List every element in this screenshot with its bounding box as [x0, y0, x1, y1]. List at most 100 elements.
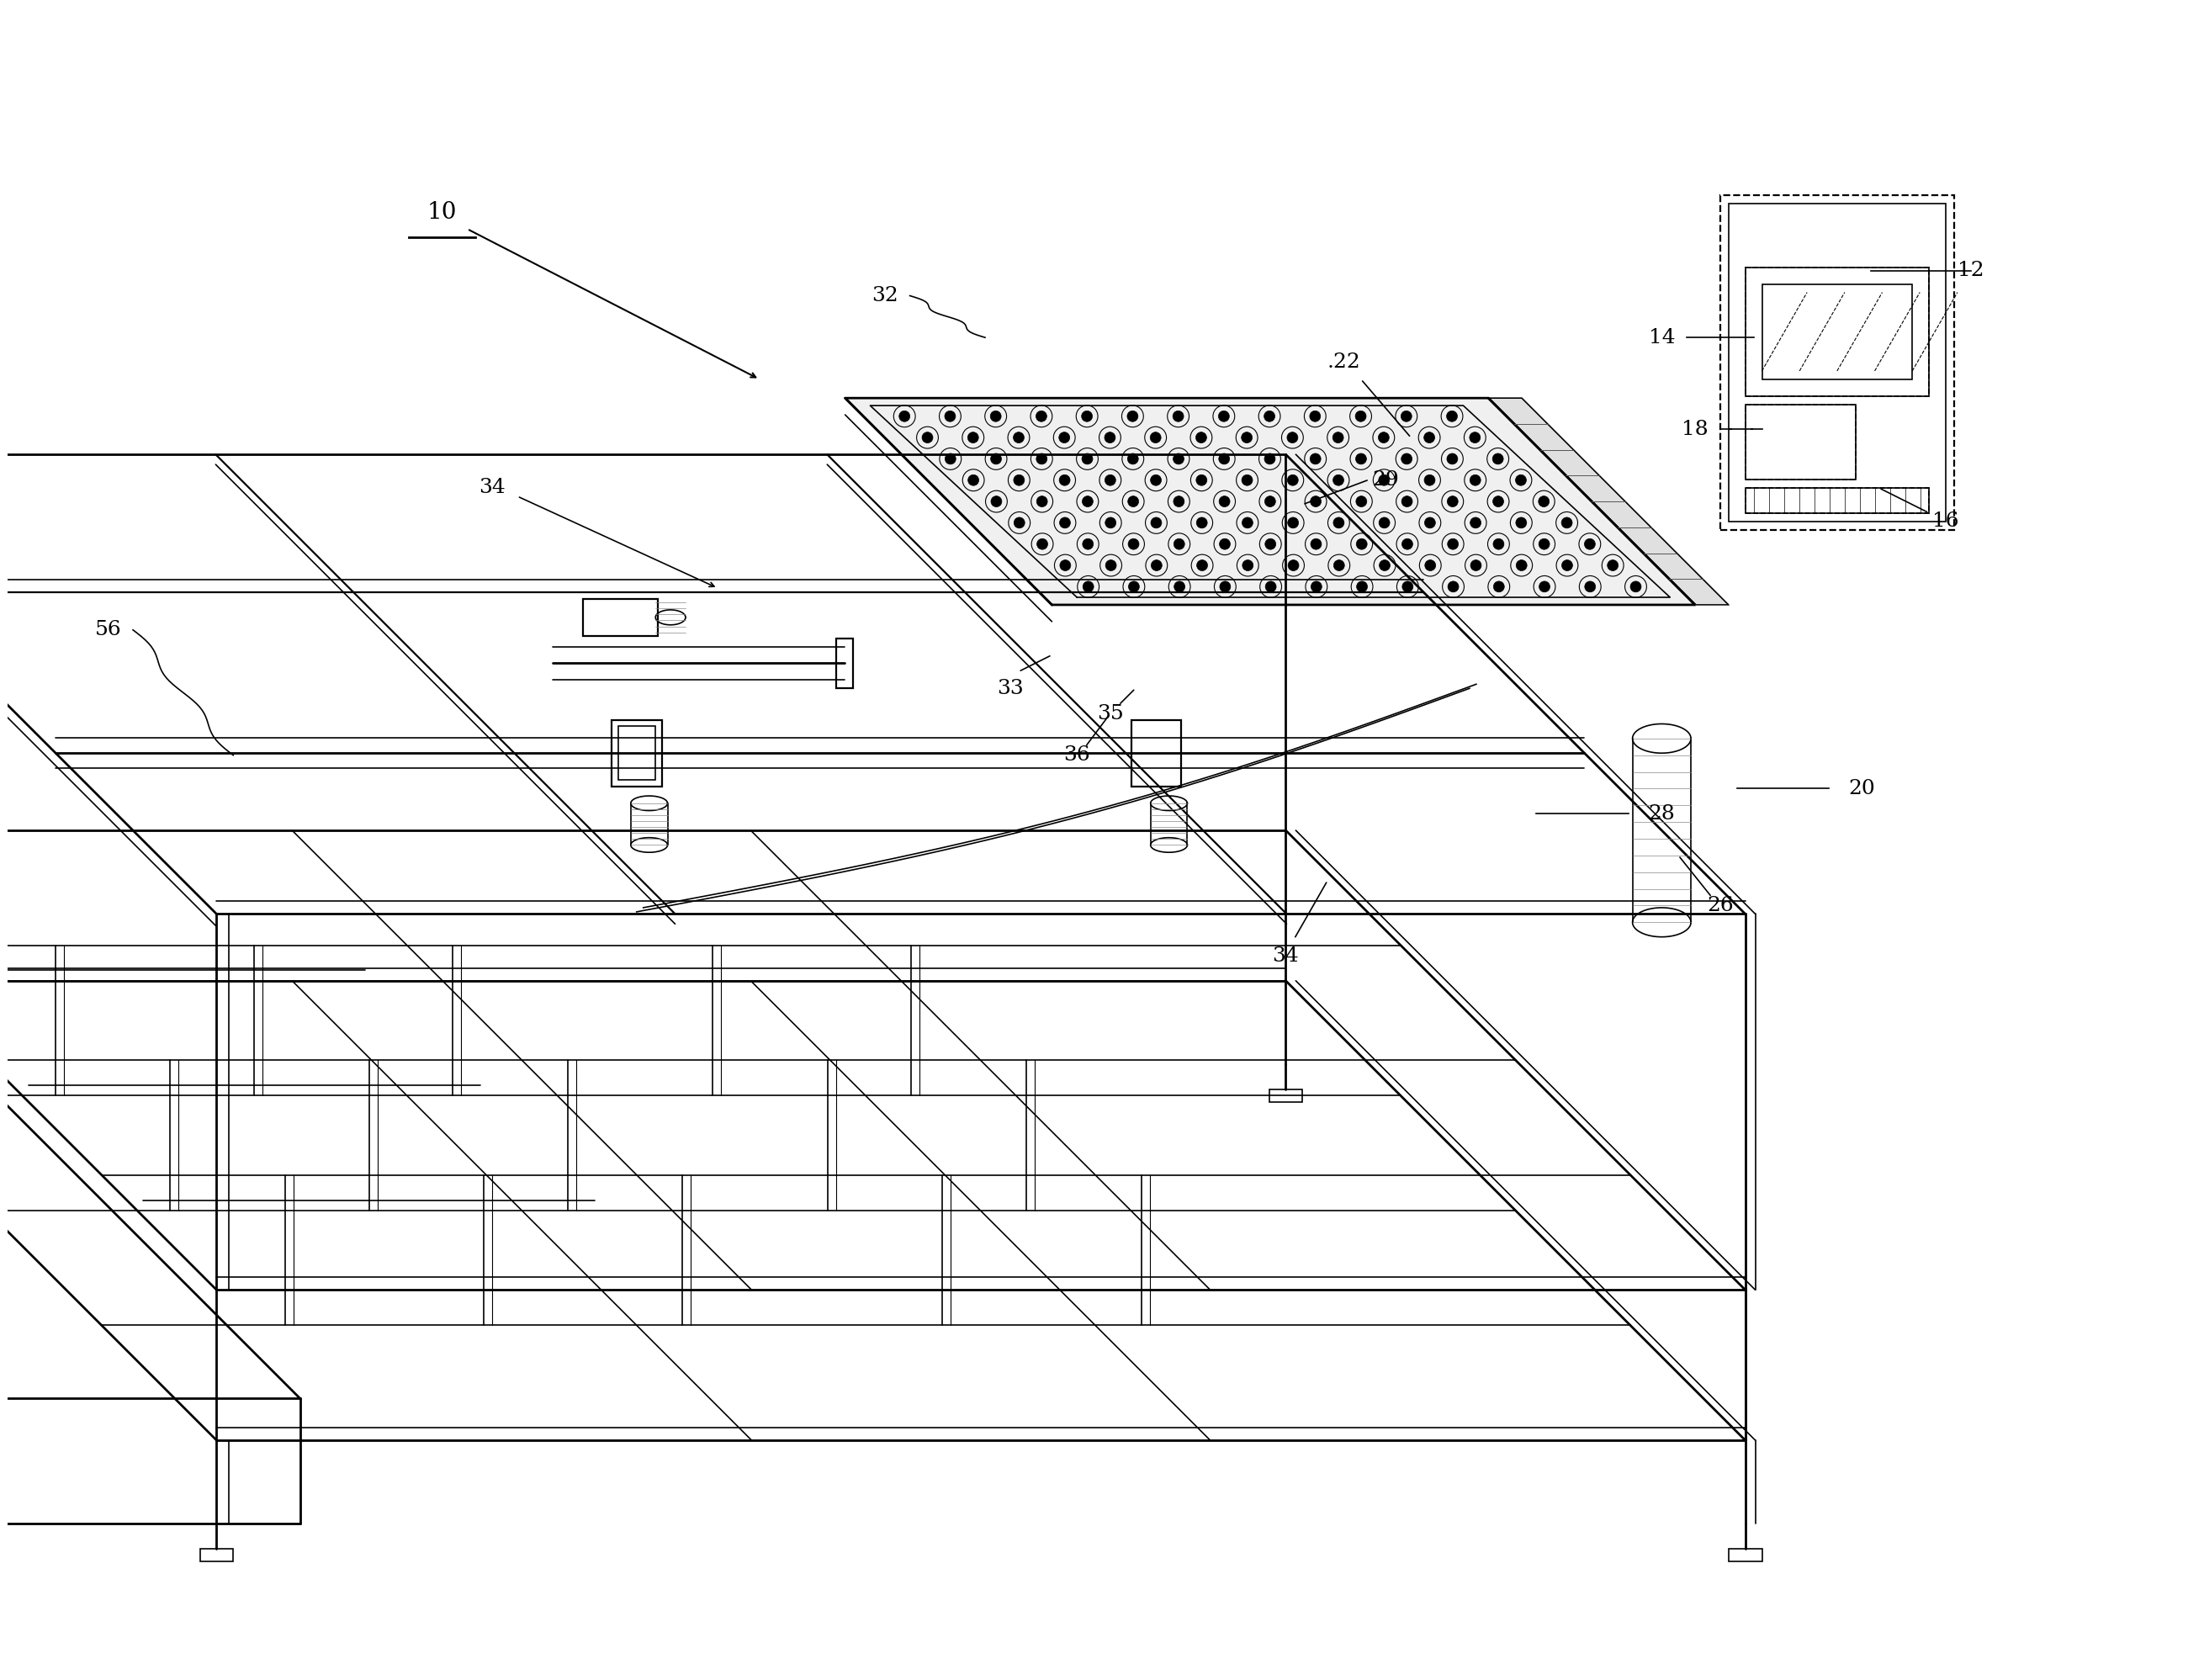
Text: 35: 35: [1098, 704, 1124, 722]
Circle shape: [1538, 496, 1549, 507]
Circle shape: [1126, 412, 1137, 422]
Circle shape: [1060, 559, 1071, 571]
Circle shape: [1448, 539, 1459, 549]
Bar: [835, 638, 853, 689]
Circle shape: [1150, 475, 1162, 486]
Circle shape: [990, 454, 1001, 464]
Circle shape: [1446, 454, 1457, 464]
Circle shape: [1378, 432, 1389, 444]
Circle shape: [1607, 559, 1618, 571]
Circle shape: [1128, 496, 1139, 507]
Circle shape: [1470, 432, 1481, 444]
Circle shape: [1333, 517, 1344, 528]
Circle shape: [1309, 454, 1320, 464]
Circle shape: [1243, 517, 1252, 528]
Circle shape: [1104, 432, 1115, 444]
Circle shape: [1150, 517, 1162, 528]
Circle shape: [1150, 432, 1162, 444]
Circle shape: [1333, 475, 1344, 486]
Circle shape: [1494, 581, 1505, 591]
Circle shape: [1287, 475, 1298, 486]
Bar: [1728, 203, 1946, 521]
Bar: [1728, 1549, 1761, 1561]
Circle shape: [1333, 432, 1344, 444]
Circle shape: [1538, 581, 1549, 591]
Circle shape: [1219, 412, 1230, 422]
Circle shape: [1424, 475, 1435, 486]
Circle shape: [1448, 581, 1459, 591]
Circle shape: [1104, 475, 1115, 486]
Circle shape: [1424, 432, 1435, 444]
Text: 36: 36: [1065, 746, 1091, 764]
Bar: [1746, 405, 1856, 479]
Circle shape: [1060, 475, 1071, 486]
Circle shape: [1309, 412, 1320, 422]
Bar: [1270, 1089, 1303, 1102]
Circle shape: [899, 412, 910, 422]
Text: .22: .22: [1327, 353, 1362, 373]
Bar: [1746, 405, 1856, 479]
Circle shape: [1150, 559, 1162, 571]
Circle shape: [1492, 496, 1503, 507]
Circle shape: [990, 412, 1001, 422]
Circle shape: [1470, 517, 1481, 528]
Circle shape: [1036, 412, 1047, 422]
Circle shape: [1631, 581, 1642, 591]
Circle shape: [1265, 454, 1276, 464]
Circle shape: [1402, 581, 1413, 591]
Circle shape: [1219, 496, 1230, 507]
Circle shape: [1197, 517, 1208, 528]
Circle shape: [1014, 432, 1025, 444]
Circle shape: [1355, 454, 1366, 464]
Circle shape: [1082, 581, 1093, 591]
Circle shape: [1516, 475, 1527, 486]
Text: 26: 26: [1706, 895, 1735, 916]
Circle shape: [1516, 517, 1527, 528]
Circle shape: [1380, 517, 1391, 528]
Circle shape: [1128, 454, 1137, 464]
Circle shape: [1563, 559, 1574, 571]
Circle shape: [1424, 559, 1435, 571]
Bar: [1746, 487, 1928, 512]
Bar: [1719, 195, 1955, 529]
Bar: [1746, 267, 1928, 396]
Circle shape: [1036, 496, 1047, 507]
Circle shape: [1492, 539, 1503, 549]
Circle shape: [1424, 517, 1435, 528]
Circle shape: [1265, 539, 1276, 549]
Circle shape: [1219, 539, 1230, 549]
Bar: [1761, 284, 1913, 380]
Circle shape: [1311, 581, 1322, 591]
Circle shape: [946, 454, 957, 464]
Text: 28: 28: [1649, 805, 1675, 823]
Circle shape: [1219, 581, 1230, 591]
Circle shape: [1355, 412, 1366, 422]
Bar: [611, 719, 661, 786]
Circle shape: [968, 475, 979, 486]
Bar: [582, 598, 659, 637]
Circle shape: [1036, 539, 1047, 549]
Circle shape: [1355, 539, 1366, 549]
Circle shape: [1287, 432, 1298, 444]
Circle shape: [1287, 517, 1298, 528]
Circle shape: [1197, 559, 1208, 571]
Text: 12: 12: [1957, 260, 1984, 281]
Circle shape: [1402, 496, 1413, 507]
Polygon shape: [1488, 398, 1728, 605]
Circle shape: [1175, 539, 1184, 549]
Circle shape: [1265, 581, 1276, 591]
Circle shape: [1060, 517, 1071, 528]
Text: 34: 34: [478, 479, 505, 497]
Circle shape: [1585, 539, 1596, 549]
Circle shape: [1358, 581, 1366, 591]
Circle shape: [1014, 517, 1025, 528]
Circle shape: [1082, 539, 1093, 549]
Polygon shape: [844, 398, 1695, 605]
Circle shape: [1585, 581, 1596, 591]
Circle shape: [1173, 412, 1184, 422]
Circle shape: [1014, 475, 1025, 486]
Circle shape: [1082, 496, 1093, 507]
Circle shape: [1219, 454, 1230, 464]
Circle shape: [1287, 559, 1298, 571]
Text: 29: 29: [1373, 470, 1400, 489]
